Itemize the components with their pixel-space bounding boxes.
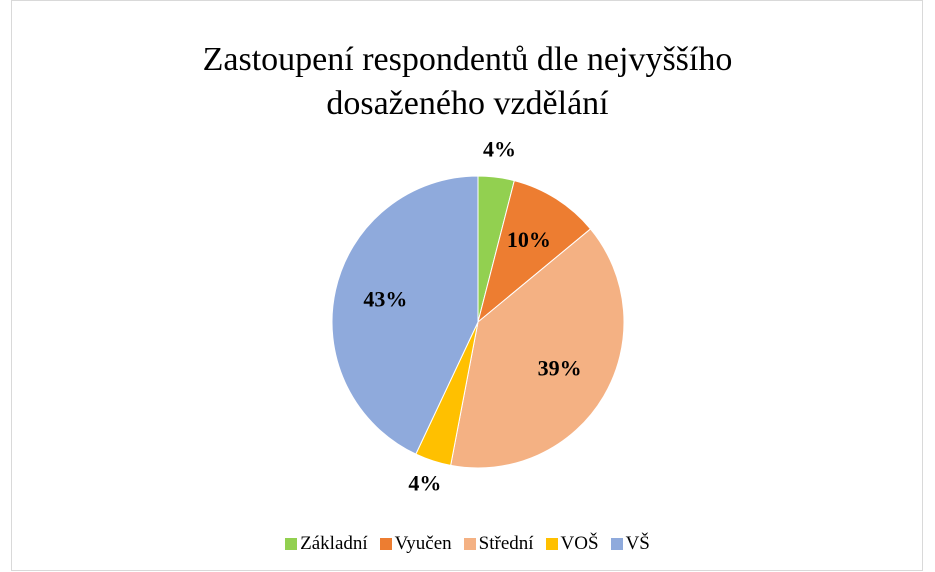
legend-swatch — [285, 538, 298, 550]
legend-item: VŠ — [610, 533, 650, 555]
legend-swatch — [610, 538, 623, 550]
data-label: 10% — [507, 227, 551, 252]
pie-slice — [450, 228, 625, 469]
legend-item: VOŠ — [545, 533, 599, 555]
legend-label: VOŠ — [560, 533, 599, 554]
legend-label: Střední — [478, 533, 534, 554]
data-label: 4% — [483, 136, 516, 161]
data-label: 4% — [408, 471, 441, 496]
chart-title: Zastoupení respondentů dle nejvyššího do… — [202, 41, 733, 122]
legend: Základní Vyučen Střední VOŠ VŠ — [0, 533, 935, 555]
legend-label: VŠ — [625, 533, 650, 554]
legend-item: Základní — [285, 533, 368, 555]
data-label: 43% — [363, 286, 407, 311]
legend-swatch — [463, 538, 476, 550]
legend-label: Základní — [300, 533, 368, 554]
legend-swatch — [379, 538, 392, 550]
legend-label: Vyučen — [394, 533, 452, 554]
pie-slice — [331, 175, 479, 455]
legend-item: Vyučen — [379, 533, 452, 555]
legend-item: Střední — [463, 533, 534, 555]
data-label: 39% — [538, 355, 582, 380]
legend-swatch — [545, 538, 558, 550]
chart-frame — [11, 0, 923, 571]
pie-slice — [477, 179, 592, 324]
title-box: Zastoupení respondentů dle nejvyššího do… — [0, 38, 935, 126]
